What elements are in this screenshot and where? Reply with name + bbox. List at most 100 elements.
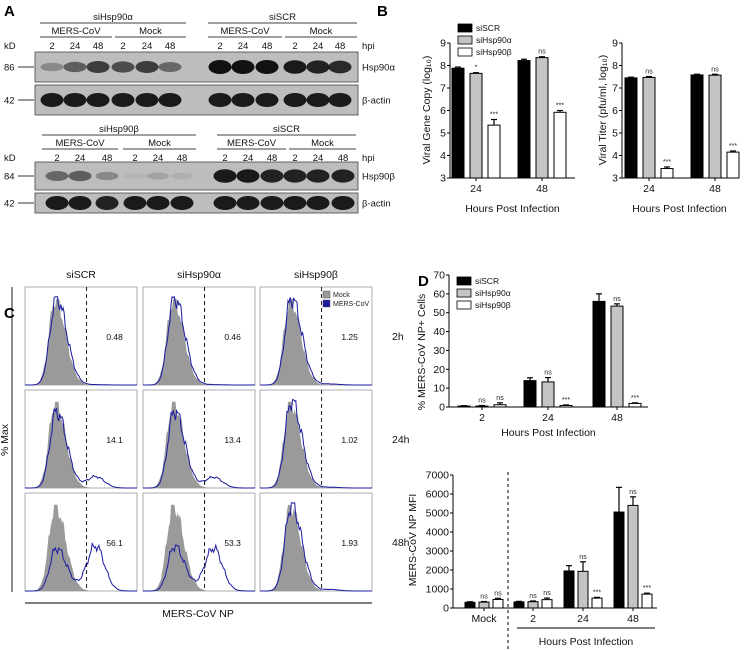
mers-cov-histogram xyxy=(25,296,137,386)
histogram-panel: 53.3 xyxy=(142,492,256,592)
chart-D-top: 0 10 20 30 40 50 60 70 2 24 48 siSCR ns ns ns siHsp90α n… xyxy=(416,270,648,439)
mers-cov-histogram xyxy=(143,543,255,592)
lane-label: 2 xyxy=(49,41,54,52)
control-band xyxy=(170,196,194,210)
group-label: siSCR xyxy=(269,12,296,23)
histogram-frame xyxy=(259,389,373,489)
significance-label: ns xyxy=(494,590,502,597)
bar xyxy=(708,74,722,179)
lane-label: 48 xyxy=(102,153,113,164)
bar xyxy=(642,76,656,179)
legend-swatch xyxy=(456,300,472,310)
histogram-frame xyxy=(24,492,138,592)
lane-label: 24 xyxy=(142,41,153,52)
bar xyxy=(475,405,489,408)
legend-label: siSCR xyxy=(475,276,499,286)
mock-histogram xyxy=(143,298,255,385)
percent-positive: 1.02 xyxy=(341,435,358,445)
histogram-panel: 1.93 xyxy=(259,492,373,592)
significance-label: ns xyxy=(543,590,551,597)
panel-label-b: B xyxy=(377,3,388,20)
target-band xyxy=(40,62,64,72)
bar xyxy=(610,305,624,408)
target-band xyxy=(306,60,330,74)
bar xyxy=(577,570,589,609)
significance-label: *** xyxy=(593,589,601,596)
bar xyxy=(469,72,483,179)
mers-cov-histogram xyxy=(260,502,372,592)
bar xyxy=(513,601,525,609)
target-band xyxy=(231,60,255,74)
target-band xyxy=(111,61,135,73)
significance-label: ns xyxy=(629,489,637,496)
significance-label: * xyxy=(475,65,478,72)
lane-label: 2 xyxy=(222,153,227,164)
control-band xyxy=(111,93,135,107)
mock-histogram xyxy=(143,401,255,488)
x-tick-label: 24 xyxy=(577,613,589,625)
mers-cov-histogram xyxy=(260,297,372,386)
lane-label: 2 xyxy=(132,153,137,164)
percent-positive: 1.25 xyxy=(341,332,358,342)
y-tick-label: 70 xyxy=(433,270,445,282)
target-band xyxy=(95,171,119,181)
legend-swatch xyxy=(322,290,331,299)
control-band xyxy=(283,93,307,107)
control-kd-marker: 42 xyxy=(4,96,15,107)
y-tick-label: 7000 xyxy=(426,470,450,482)
bar xyxy=(478,601,490,609)
target-band xyxy=(146,172,170,180)
x-tick-label: Mock xyxy=(471,613,497,625)
group-label: siSCR xyxy=(273,124,300,135)
lane-label: 2 xyxy=(54,153,59,164)
target-band xyxy=(63,61,87,73)
x-axis-label: Hours Post Infection xyxy=(465,203,560,215)
bar xyxy=(492,598,504,609)
histogram-panel: 56.1 xyxy=(24,492,138,592)
subgroup-label: Mock xyxy=(310,26,333,37)
control-band xyxy=(135,93,159,107)
legend-label: MERS-CoV xyxy=(333,301,370,308)
hpi-label: hpi xyxy=(362,153,375,164)
percent-positive: 14.1 xyxy=(106,435,123,445)
legend-label: siSCR xyxy=(476,23,500,33)
significance-label: *** xyxy=(729,143,737,150)
bar xyxy=(541,599,553,609)
significance-label: ns xyxy=(579,554,587,561)
bar xyxy=(559,404,573,408)
subgroup-label: MERS-CoV xyxy=(51,26,101,37)
y-tick-label: 3 xyxy=(612,173,618,185)
control-band xyxy=(306,93,330,107)
subgroup-label: MERS-CoV xyxy=(220,26,270,37)
mock-histogram xyxy=(143,504,255,591)
control-band xyxy=(40,93,64,107)
target-band xyxy=(158,62,182,72)
x-tick-label: 48 xyxy=(611,412,623,424)
panel-label-c: C xyxy=(4,305,15,322)
mock-histogram xyxy=(260,298,372,385)
y-tick-label: 6000 xyxy=(426,489,450,501)
lane-label: 48 xyxy=(165,41,176,52)
bar xyxy=(624,77,638,179)
lane-label: 24 xyxy=(238,41,249,52)
x-axis-label: Hours Post Infection xyxy=(632,203,727,215)
y-tick-label: 5000 xyxy=(426,508,450,520)
legend-swatch xyxy=(457,35,473,45)
mers-cov-histogram xyxy=(25,541,137,592)
group-label: siHsp90α xyxy=(93,12,133,23)
y-axis-label: Viral Titer (pfu/ml, log₁₀) xyxy=(597,55,609,165)
lane-label: 24 xyxy=(75,153,86,164)
group-label: siHsp90β xyxy=(99,124,139,135)
y-tick-label: 5 xyxy=(440,128,446,140)
column-header: siHsp90β xyxy=(294,269,338,281)
lane-label: 24 xyxy=(70,41,81,52)
western-blots: siHsp90α siSCR MERS-CoV Mock MERS-CoV Mock kD h… xyxy=(4,12,395,214)
column-header: siSCR xyxy=(66,269,96,281)
y-tick-label: 5 xyxy=(612,128,618,140)
y-tick-label: 8 xyxy=(440,60,446,72)
x-tick-label: 24 xyxy=(643,183,655,195)
control-protein-label: β-actin xyxy=(362,96,391,107)
target-band xyxy=(260,169,284,183)
hpi-label: hpi xyxy=(362,41,375,52)
significance-label: ns xyxy=(544,370,552,377)
